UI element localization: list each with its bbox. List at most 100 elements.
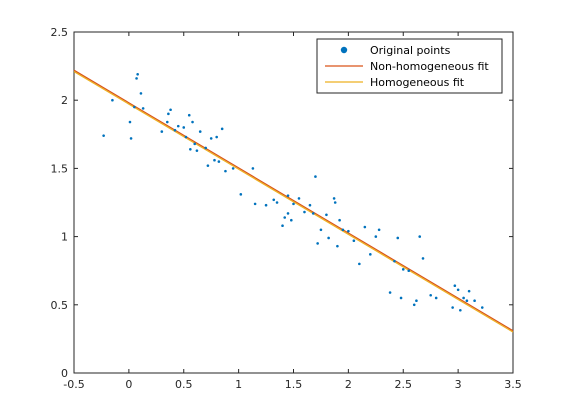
data-point — [111, 98, 114, 102]
data-point — [209, 137, 213, 140]
data-point — [198, 130, 202, 133]
data-point — [325, 213, 328, 217]
data-point — [451, 306, 454, 309]
data-point — [167, 112, 170, 116]
data-point — [290, 218, 293, 222]
x-tick-label: 2.5 — [395, 378, 413, 391]
data-point — [135, 77, 138, 80]
y-axis: 0 0.5 1 1.5 2 2.5 — [51, 26, 513, 380]
data-point — [195, 149, 199, 152]
data-point — [102, 134, 105, 137]
data-point — [281, 224, 284, 227]
non-homogeneous-fit-line — [73, 69, 514, 332]
data-point — [141, 107, 145, 110]
data-point — [184, 135, 188, 139]
data-point — [453, 284, 457, 288]
data-point — [311, 212, 315, 215]
x-tick-label: 1.5 — [285, 378, 303, 391]
data-point — [333, 201, 337, 204]
y-tick-label: 0.5 — [51, 299, 69, 312]
legend-label-homogeneous-fit: Homogeneous fit — [370, 76, 465, 89]
data-point — [191, 120, 194, 124]
data-point — [308, 203, 312, 207]
plot-area: -0.5 0 0.5 1 1.5 2 2.5 3 3.5 00.511.522.5 — [51, 26, 522, 391]
data-point — [429, 293, 432, 297]
data-point — [412, 303, 416, 307]
y-tick-label: 2 — [61, 94, 68, 107]
data-point — [407, 269, 411, 273]
data-point — [465, 299, 469, 303]
data-point — [139, 92, 143, 95]
data-point — [480, 306, 484, 309]
x-tick-label: 2 — [345, 378, 352, 391]
data-point — [283, 216, 287, 219]
homogeneous-fit-line — [73, 71, 514, 333]
data-point — [128, 120, 132, 124]
data-point — [462, 296, 465, 300]
x-tick-label: 1 — [235, 378, 242, 391]
legend: Original points Non-homogeneous fit Homo… — [316, 38, 503, 94]
data-point — [369, 253, 372, 256]
y-tick-label: 1 — [61, 231, 68, 244]
data-point — [224, 169, 227, 173]
data-point — [239, 193, 243, 196]
legend-label-original-points: Original points — [370, 44, 451, 57]
data-point — [393, 259, 396, 263]
scatter-points — [102, 72, 484, 312]
data-point — [332, 197, 336, 200]
data-point — [377, 228, 381, 232]
x-tick-label: 3 — [455, 378, 462, 391]
data-point — [133, 105, 136, 109]
fit-lines — [73, 69, 514, 333]
y-tick-label: 1.5 — [51, 162, 69, 175]
data-point — [176, 124, 180, 128]
data-point — [314, 175, 317, 178]
data-point — [173, 128, 177, 132]
data-point — [434, 296, 438, 300]
data-point — [319, 228, 323, 232]
data-point — [415, 299, 418, 303]
data-point — [204, 146, 207, 150]
y-tick-label: 0 — [61, 367, 68, 380]
data-point — [338, 218, 341, 222]
data-point — [253, 202, 257, 206]
data-point — [421, 257, 425, 260]
data-point — [213, 158, 216, 162]
data-point — [363, 225, 367, 229]
data-point — [336, 244, 339, 248]
data-point — [165, 120, 169, 124]
data-point — [189, 148, 192, 151]
data-point — [264, 203, 268, 207]
data-point — [388, 291, 392, 294]
data-point — [401, 268, 405, 271]
data-point — [169, 108, 172, 112]
data-point — [215, 135, 218, 139]
data-point — [473, 299, 476, 303]
x-tick-label: 0 — [125, 378, 132, 391]
data-point — [396, 236, 400, 240]
data-point — [418, 235, 422, 238]
data-point — [193, 142, 197, 146]
data-point — [352, 239, 356, 242]
data-point — [286, 212, 290, 215]
data-point — [303, 210, 306, 214]
data-point — [456, 288, 460, 292]
data-point — [136, 72, 139, 76]
data-point — [358, 262, 361, 266]
data-point — [206, 164, 210, 167]
data-point — [272, 198, 276, 202]
x-tick-label: 3.5 — [504, 378, 522, 391]
data-point — [187, 113, 191, 117]
y-tick-label: 2.5 — [51, 26, 69, 39]
data-point — [467, 289, 471, 293]
data-point — [399, 296, 403, 300]
data-point — [297, 197, 301, 200]
data-point — [217, 160, 221, 163]
data-point — [275, 201, 279, 204]
x-tick-label: 0.5 — [175, 378, 193, 391]
data-point — [286, 194, 290, 197]
data-point — [341, 228, 345, 232]
data-point — [374, 235, 378, 238]
data-point — [316, 242, 319, 245]
